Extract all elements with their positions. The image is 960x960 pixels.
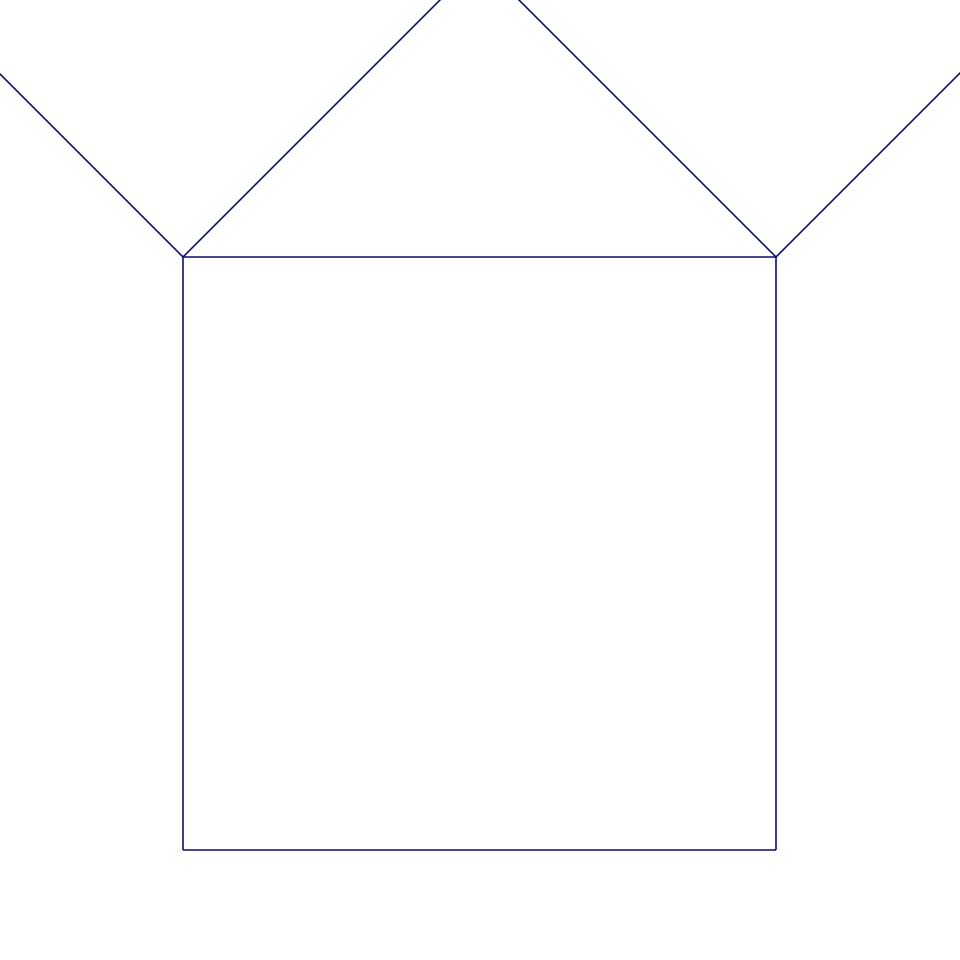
canvas-background (0, 0, 960, 960)
pythagoras-tree-canvas (0, 0, 960, 960)
